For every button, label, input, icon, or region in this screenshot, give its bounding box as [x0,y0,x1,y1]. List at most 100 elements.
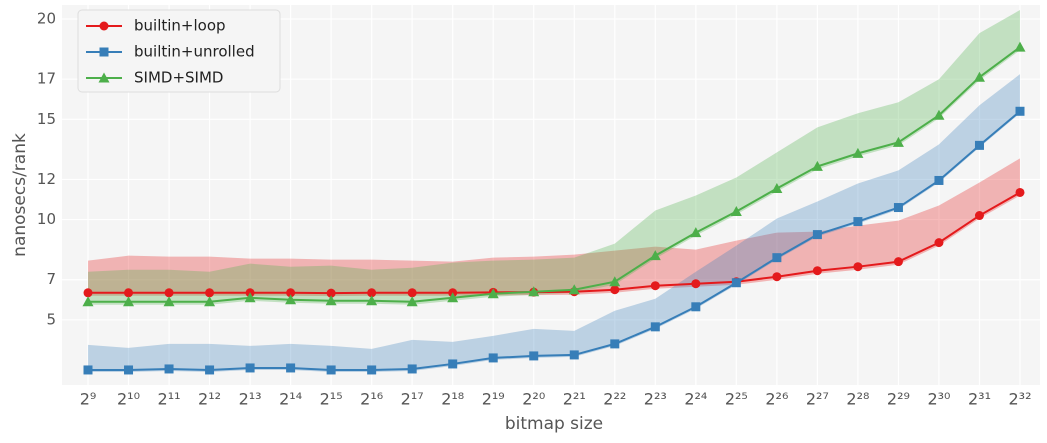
marker [205,365,215,375]
marker [1014,41,1026,52]
marker [205,288,215,298]
marker [811,160,823,171]
marker [772,253,782,263]
marker [407,288,417,298]
marker [447,292,459,303]
marker [487,288,499,299]
marker [1015,106,1025,116]
x-tick-label: 2²¹ [563,390,586,409]
marker [691,302,701,312]
marker [650,281,660,291]
marker [974,211,984,221]
marker [124,365,134,375]
bands [88,10,1020,372]
x-tick-label: 2²⁵ [725,390,748,409]
marker [812,266,822,276]
marker [691,279,701,289]
marker [367,365,377,375]
marker [326,288,336,298]
x-tick-label: 2¹² [198,390,221,409]
legend-label: SIMD+SIMD [134,69,223,87]
marker [286,363,296,373]
marker [853,262,863,272]
marker [285,294,297,305]
marker [448,359,458,369]
x-tick-label: 2²³ [644,390,667,409]
x-tick-label: 2¹⁹ [482,390,505,409]
marker [650,322,660,332]
marker [568,284,580,295]
marker [934,238,944,248]
x-tick-label: 2³² [1008,390,1031,409]
marker [690,227,702,238]
marker [772,272,782,282]
marker [528,286,540,297]
marker [730,206,742,217]
marker [488,353,498,363]
marker [407,364,417,374]
legend: builtin+loop builtin+unrolled SIMD+SIMD [77,9,281,93]
marker [99,47,109,57]
marker [163,296,175,307]
marker [123,296,135,307]
marker [610,285,620,295]
y-tick-label: 20 [37,10,56,28]
marker [610,339,620,349]
x-tick-label: 2¹⁸ [441,390,464,409]
axes: 5 7 10 12 15 17 20 2⁹ 2¹⁰ 2¹¹ 2¹² 2¹³ 2¹⁴ 2¹⁵ 2¹⁶ 2¹⁷ 2¹… [37,10,1032,409]
marker [99,21,109,31]
marker [771,182,783,193]
marker [326,365,336,375]
marker [82,296,94,307]
marker [83,365,93,375]
marker [893,203,903,213]
error-band [88,158,1020,297]
y-tick-label: 12 [37,170,56,188]
marker [244,292,256,303]
x-tick-label: 2¹⁰ [117,390,140,409]
x-tick-label: 2³⁰ [927,390,950,409]
x-axis-label: bitmap size [505,414,603,434]
x-tick-label: 2²⁸ [846,390,869,409]
x-tick-label: 2¹⁷ [401,390,424,409]
y-tick-label: 17 [37,70,56,88]
error-band [88,10,1020,305]
x-tick-label: 2²⁴ [684,390,707,409]
marker [893,257,903,267]
x-tick-label: 2¹⁶ [360,390,383,409]
marker [406,296,418,307]
x-tick-label: 2³¹ [968,390,991,409]
legend-label: builtin+unrolled [134,43,255,61]
legend-box [77,9,281,93]
lines [82,41,1026,375]
x-tick-label: 2²² [603,390,626,409]
marker [286,288,296,298]
x-tick-label: 2²⁰ [522,390,545,409]
marker [609,276,621,287]
y-tick-label: 10 [37,210,56,228]
marker [83,288,93,298]
marker [204,296,216,307]
marker [245,363,255,373]
marker [852,147,864,158]
marker [164,364,174,374]
x-tick-label: 2¹⁴ [279,390,302,409]
marker [731,278,741,288]
marker [124,288,134,298]
line [88,46,1021,303]
marker [529,351,539,361]
marker [973,71,985,82]
y-tick-label: 7 [46,270,56,288]
y-tick-label: 15 [37,110,56,128]
marker [569,350,579,360]
marker [366,295,378,306]
y-tick-label: 5 [46,310,56,328]
line [88,191,1021,295]
marker [812,230,822,240]
x-tick-label: 2¹⁵ [320,390,343,409]
x-tick-label: 2²⁷ [806,390,829,409]
marker [853,217,863,227]
legend-label: builtin+loop [134,17,226,35]
x-tick-label: 2¹¹ [158,390,181,409]
marker [164,288,174,298]
